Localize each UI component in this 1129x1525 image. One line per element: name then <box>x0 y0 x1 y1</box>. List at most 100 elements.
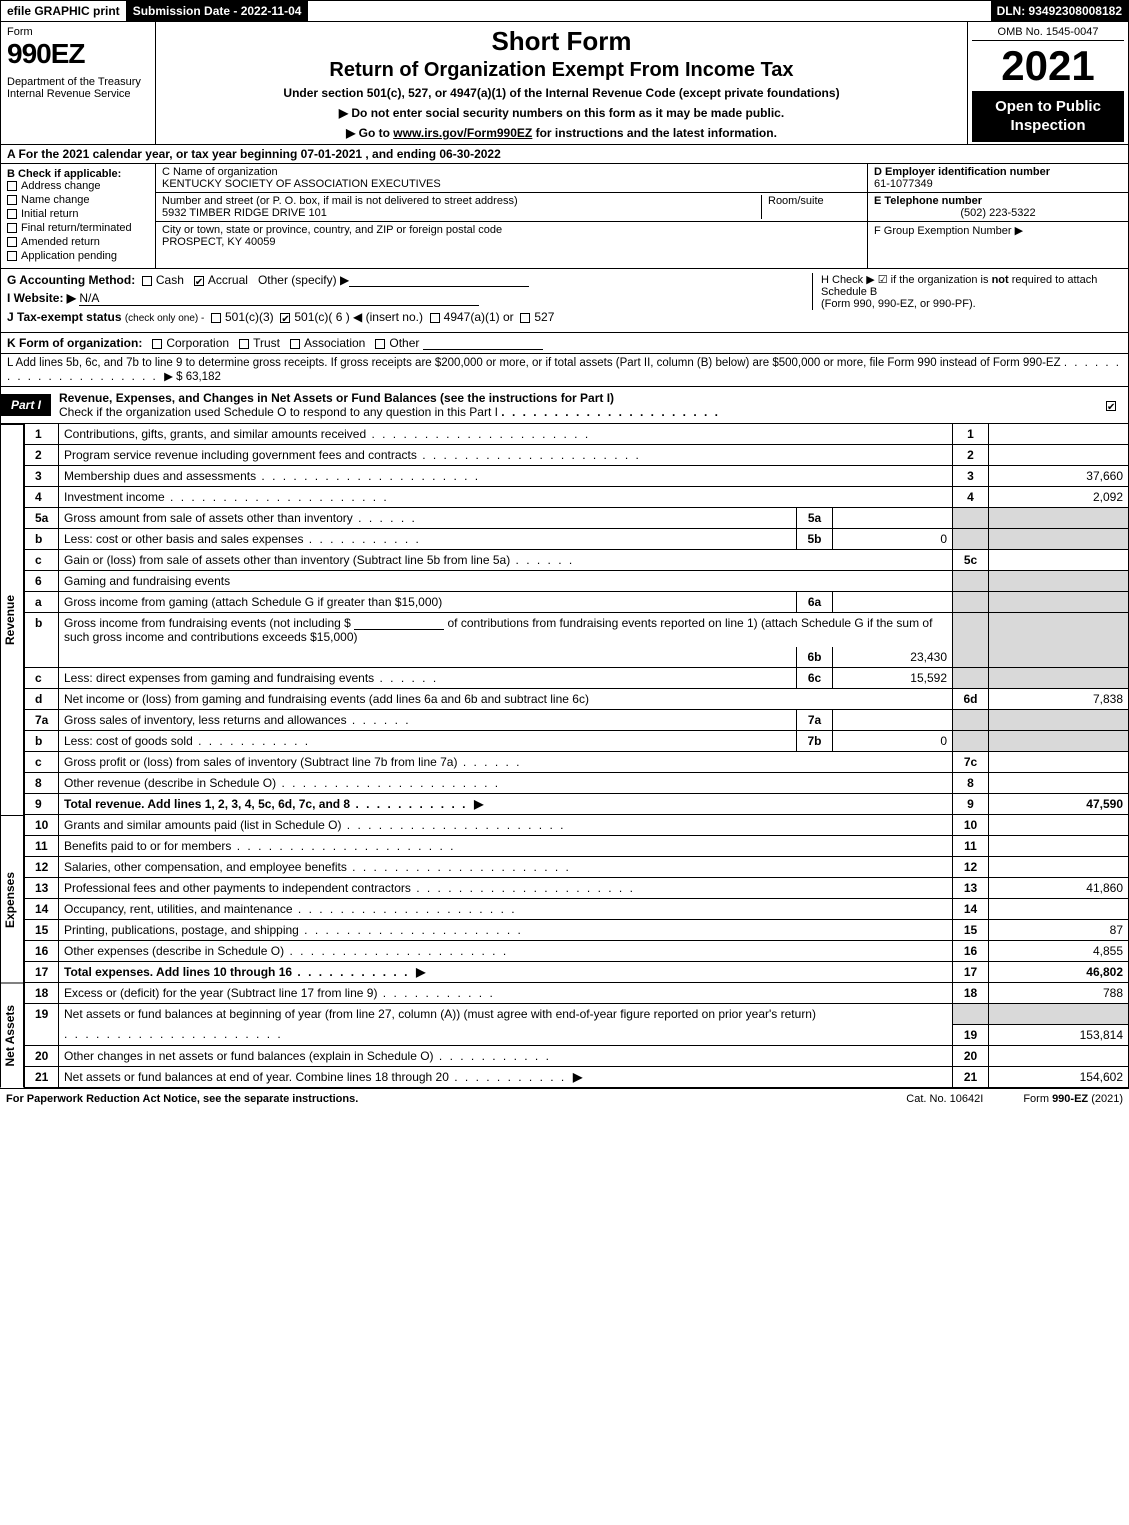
amt5c <box>989 550 1129 571</box>
department: Department of the Treasury Internal Reve… <box>7 76 149 100</box>
box7c: 7c <box>953 752 989 773</box>
mini6c: 6c <box>797 668 833 689</box>
chk-other-org[interactable] <box>375 339 385 349</box>
chk-name-change[interactable] <box>7 195 17 205</box>
mini5a: 5a <box>797 508 833 529</box>
shadeamt6b <box>989 613 1129 668</box>
shade7b <box>953 731 989 752</box>
n13: 13 <box>25 878 59 899</box>
expenses-section: Expenses 10Grants and similar amounts pa… <box>0 815 1129 983</box>
b-label: B Check if applicable: <box>7 168 149 180</box>
netassets-table: 18 Excess or (deficit) for the year (Subt… <box>24 983 1129 1088</box>
amt13: 41,860 <box>989 878 1129 899</box>
row-l: L Add lines 5b, 6c, and 7b to line 9 to … <box>0 354 1129 387</box>
chk-amended-return[interactable] <box>7 237 17 247</box>
d17: Total expenses. Add lines 10 through 16 <box>64 965 292 979</box>
d7a: Gross sales of inventory, less returns a… <box>64 713 347 727</box>
d7b: Less: cost of goods sold <box>64 734 193 748</box>
chk-527[interactable] <box>520 313 530 323</box>
return-title: Return of Organization Exempt From Incom… <box>162 59 961 82</box>
chk-association[interactable] <box>290 339 300 349</box>
chk-4947a1[interactable] <box>430 313 440 323</box>
header-mid: Short Form Return of Organization Exempt… <box>156 22 968 144</box>
d16: Other expenses (describe in Schedule O) <box>64 944 284 958</box>
n8: 8 <box>25 773 59 794</box>
chk-schedule-o[interactable] <box>1106 401 1116 411</box>
d9: Total revenue. Add lines 1, 2, 3, 4, 5c,… <box>64 797 350 811</box>
chk-501c3[interactable] <box>211 313 221 323</box>
chk-initial-return[interactable] <box>7 209 17 219</box>
amt2 <box>989 445 1129 466</box>
box5c: 5c <box>953 550 989 571</box>
c-name-label: C Name of organization <box>162 166 861 178</box>
h-text1: H Check ▶ ☑ if the organization is <box>821 274 992 286</box>
part1-tag: Part I <box>1 394 51 416</box>
chk-application-pending[interactable] <box>7 251 17 261</box>
efile-print[interactable]: efile GRAPHIC print <box>1 1 127 21</box>
shade6c <box>953 668 989 689</box>
org-street: 5932 TIMBER RIDGE DRIVE 101 <box>162 207 761 219</box>
n6b: b <box>25 613 59 668</box>
chk-accrual[interactable] <box>194 276 204 286</box>
box16: 16 <box>953 941 989 962</box>
chk-501c[interactable] <box>280 313 290 323</box>
lbl-501c: 501(c)( 6 ) ◀ (insert no.) <box>294 310 423 324</box>
j-tax-exempt: J Tax-exempt status (check only one) - 5… <box>7 310 1122 324</box>
d8: Other revenue (describe in Schedule O) <box>64 776 276 790</box>
n19: 19 <box>25 1004 59 1046</box>
part1-sub: Check if the organization used Schedule … <box>59 405 498 419</box>
lbl-cash: Cash <box>156 273 184 287</box>
l-text: L Add lines 5b, 6c, and 7b to line 9 to … <box>7 357 1061 369</box>
chk-corporation[interactable] <box>152 339 162 349</box>
chk-trust[interactable] <box>239 339 249 349</box>
d7c: Gross profit or (loss) from sales of inv… <box>64 755 457 769</box>
header-right: OMB No. 1545-0047 2021 Open to Public In… <box>968 22 1128 144</box>
l-amount: ▶ $ 63,182 <box>164 371 221 383</box>
ein-label: D Employer identification number <box>874 166 1122 178</box>
box14: 14 <box>953 899 989 920</box>
org-name: KENTUCKY SOCIETY OF ASSOCIATION EXECUTIV… <box>162 178 861 190</box>
form-number: 990EZ <box>7 38 149 70</box>
box6d: 6d <box>953 689 989 710</box>
chk-cash[interactable] <box>142 276 152 286</box>
n1: 1 <box>25 424 59 445</box>
page-footer: For Paperwork Reduction Act Notice, see … <box>0 1088 1129 1109</box>
chk-final-return[interactable] <box>7 223 17 233</box>
d5a: Gross amount from sale of assets other t… <box>64 511 353 525</box>
revenue-vlabel: Revenue <box>0 424 24 815</box>
irs-link[interactable]: www.irs.gov/Form990EZ <box>393 126 532 140</box>
shadeamt5b <box>989 529 1129 550</box>
amt1 <box>989 424 1129 445</box>
box20: 20 <box>953 1045 989 1066</box>
box3: 3 <box>953 466 989 487</box>
d3: Membership dues and assessments <box>64 469 256 483</box>
lbl-amended-return: Amended return <box>21 236 100 248</box>
box18: 18 <box>953 983 989 1004</box>
phone-value: (502) 223-5322 <box>874 207 1122 219</box>
expenses-vlabel: Expenses <box>0 815 24 983</box>
n16: 16 <box>25 941 59 962</box>
row-ghij: H Check ▶ ☑ if the organization is not r… <box>0 269 1129 333</box>
mamt6b: 23,430 <box>833 647 953 668</box>
d12: Salaries, other compensation, and employ… <box>64 860 347 874</box>
under-section: Under section 501(c), 527, or 4947(a)(1)… <box>162 86 961 100</box>
box17: 17 <box>953 962 989 983</box>
h-not: not <box>992 274 1009 286</box>
box8: 8 <box>953 773 989 794</box>
part1-header: Part I Revenue, Expenses, and Changes in… <box>0 387 1129 424</box>
d5c: Gain or (loss) from sale of assets other… <box>64 553 510 567</box>
spacer <box>308 1 990 21</box>
netassets-vlabel: Net Assets <box>0 983 24 1088</box>
n7b: b <box>25 731 59 752</box>
mamt5b: 0 <box>833 529 953 550</box>
goto-pre: ▶ Go to <box>346 126 393 140</box>
chk-address-change[interactable] <box>7 181 17 191</box>
box15: 15 <box>953 920 989 941</box>
shadeamt5a <box>989 508 1129 529</box>
lbl-initial-return: Initial return <box>21 208 78 220</box>
amt7c <box>989 752 1129 773</box>
n17: 17 <box>25 962 59 983</box>
mamt6a <box>833 592 953 613</box>
d18: Excess or (deficit) for the year (Subtra… <box>64 986 377 1000</box>
mini7b: 7b <box>797 731 833 752</box>
